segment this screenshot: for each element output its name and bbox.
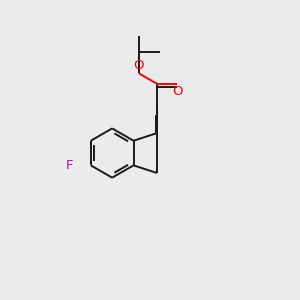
Text: O: O — [134, 59, 144, 72]
Text: O: O — [172, 85, 182, 98]
Text: F: F — [66, 159, 73, 172]
